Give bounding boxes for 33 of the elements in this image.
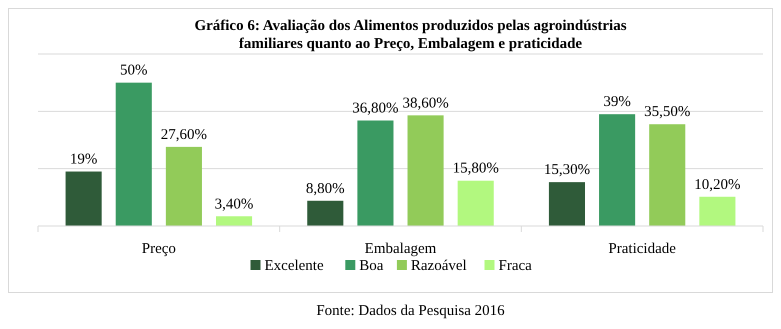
bar <box>357 120 394 226</box>
data-label: 19% <box>70 152 98 168</box>
bar <box>216 216 252 226</box>
data-label: 39% <box>603 94 631 110</box>
data-label: 36,80% <box>352 100 399 117</box>
data-label: 15,30% <box>544 162 590 178</box>
data-label: 15,80% <box>452 160 499 177</box>
bar <box>548 182 586 226</box>
x-tick-label: Embalagem <box>364 241 437 257</box>
bar <box>166 146 202 226</box>
source-note: Fonte: Dados da Pesquisa 2016 <box>316 303 506 319</box>
bar <box>699 196 736 226</box>
chart-title: Gráfico 6: Avaliação dos Alimentos produzidos pelas agroindústrias familiares quanto ao Preço, Embalagem e praticidade <box>194 18 627 52</box>
data-label: 38,60% <box>402 95 449 112</box>
data-label: 3,40% <box>214 196 254 212</box>
bar <box>307 200 344 226</box>
legend-label: Fraca <box>498 258 532 274</box>
bar <box>116 82 152 226</box>
x-tick-label: Praticidade <box>608 241 676 257</box>
legend-label: Razoável <box>410 258 467 274</box>
bar <box>649 124 686 226</box>
bar <box>66 172 102 226</box>
data-label: 50% <box>120 62 148 79</box>
bar <box>599 114 636 226</box>
data-label: 27,60% <box>160 126 208 143</box>
legend-label: Boa <box>359 258 384 274</box>
x-tick-label: Preço <box>142 241 176 257</box>
data-label: 35,50% <box>644 104 690 120</box>
data-label: 10,20% <box>694 176 740 193</box>
data-label: 8,80% <box>306 180 345 197</box>
bar <box>458 180 494 226</box>
legend-label: Excelente <box>264 258 324 274</box>
bar <box>408 115 444 226</box>
